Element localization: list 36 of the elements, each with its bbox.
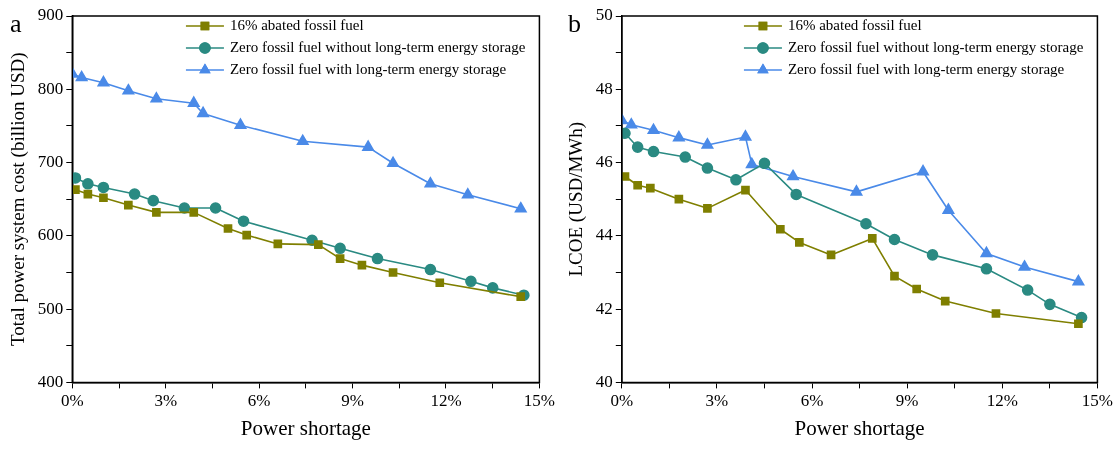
y-tick-label: 400 (37, 371, 64, 391)
y-axis-title: LCOE (USD/MWh) (565, 121, 588, 277)
text: a (10, 8, 22, 38)
text: b (568, 8, 581, 38)
y-tick-label: 42 (595, 298, 613, 318)
x-axis-title: Power shortage (240, 415, 371, 440)
legend-label: Zero fossil fuel with long-term energy storage (787, 60, 1065, 77)
y-tick-label: 600 (37, 225, 64, 245)
legend-label: Zero fossil fuel without long-term energy storage (229, 38, 526, 55)
x-tick-label: 0% (60, 391, 84, 411)
x-tick-label: 9% (341, 391, 364, 411)
x-tick-label: 15% (523, 391, 556, 411)
legend-label: Zero fossil fuel without long-term energy storage (787, 38, 1084, 55)
x-tick-label: 9% (895, 391, 919, 411)
y-tick-label: 700 (37, 152, 64, 172)
y-tick-label: 50 (595, 5, 613, 25)
x-tick-label: 6% (247, 391, 271, 411)
y-tick-label: 44 (595, 225, 614, 245)
y-tick-label: 900 (37, 5, 64, 25)
y-axis-title: Total power system cost (billion USD) (7, 52, 30, 347)
x-tick-label: 3% (705, 391, 729, 411)
x-tick-label: 6% (800, 391, 824, 411)
x-tick-label: 12% (430, 391, 462, 411)
y-tick-label: 800 (37, 78, 64, 98)
x-tick-label: 3% (154, 391, 178, 411)
x-tick-label: 15% (1081, 391, 1114, 411)
y-tick-label: 46 (595, 152, 613, 172)
legend-label: 16% abated fossil fuel (787, 16, 922, 33)
x-tick-label: 0% (610, 391, 634, 411)
x-axis-title: Power shortage (794, 415, 925, 440)
y-tick-label: 500 (37, 298, 64, 318)
y-tick-label: 48 (595, 78, 613, 98)
x-tick-label: 12% (986, 391, 1018, 411)
legend-label: Zero fossil fuel with long-term energy storage (229, 60, 507, 77)
legend-label: 16% abated fossil fuel (229, 16, 364, 33)
y-tick-label: 40 (595, 371, 613, 391)
